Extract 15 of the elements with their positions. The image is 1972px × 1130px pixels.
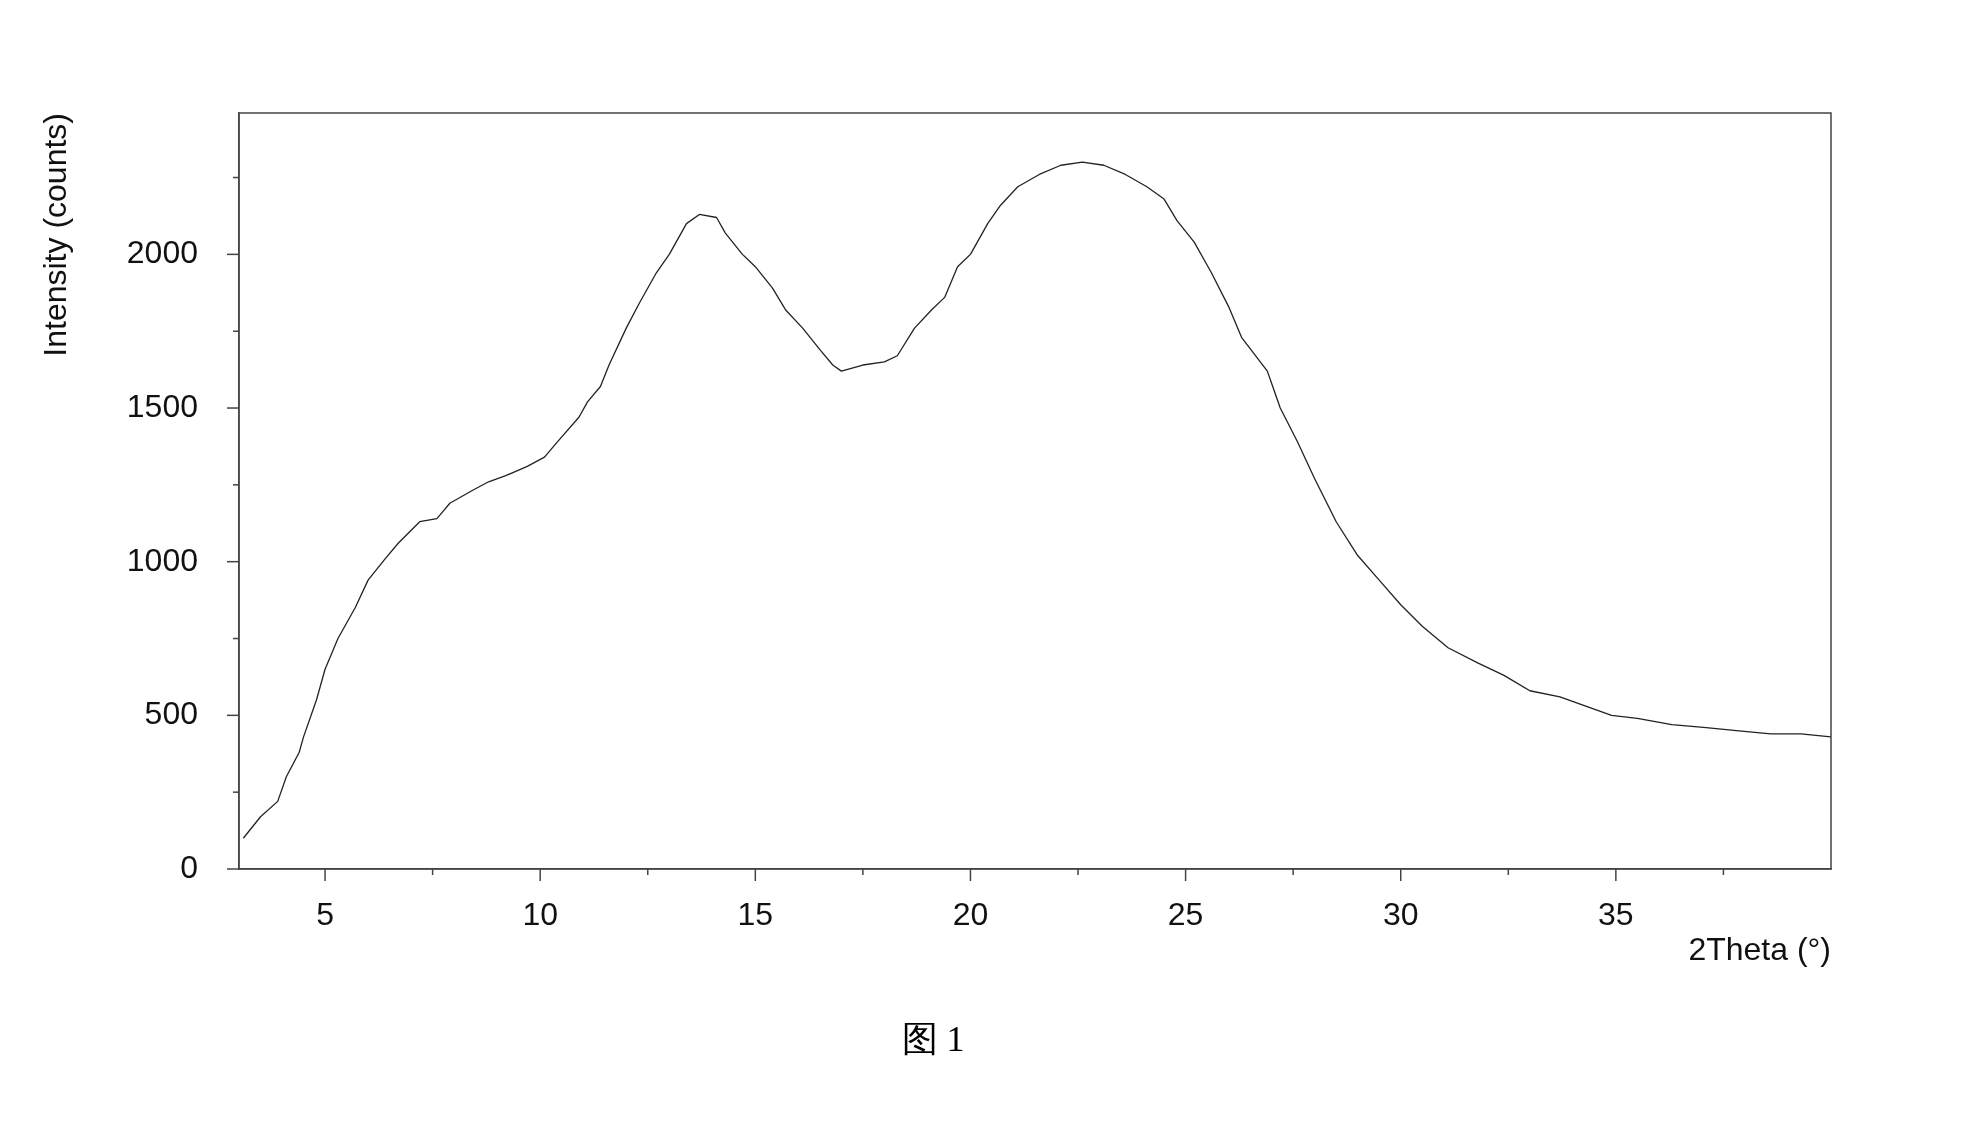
x-tick-label: 25 xyxy=(1167,896,1204,933)
y-tick-label: 500 xyxy=(144,695,198,732)
x-tick-label: 10 xyxy=(522,896,558,933)
y-tick-label: 1000 xyxy=(126,541,198,578)
x-axis-title: 2Theta (°) xyxy=(1688,930,1831,967)
y-tick-label: 0 xyxy=(180,848,198,885)
caption: 图 1 xyxy=(901,1018,965,1061)
y-axis-title: Intensity (counts) xyxy=(37,113,74,357)
y-tick-label: 2000 xyxy=(126,234,198,271)
x-tick-label: 35 xyxy=(1598,896,1634,933)
x-tick-label: 20 xyxy=(952,896,989,933)
y-tick-label: 1500 xyxy=(126,387,198,424)
x-tick-label: 15 xyxy=(737,896,774,933)
x-tick-label: 30 xyxy=(1382,896,1419,933)
x-tick-label: 5 xyxy=(316,896,334,933)
